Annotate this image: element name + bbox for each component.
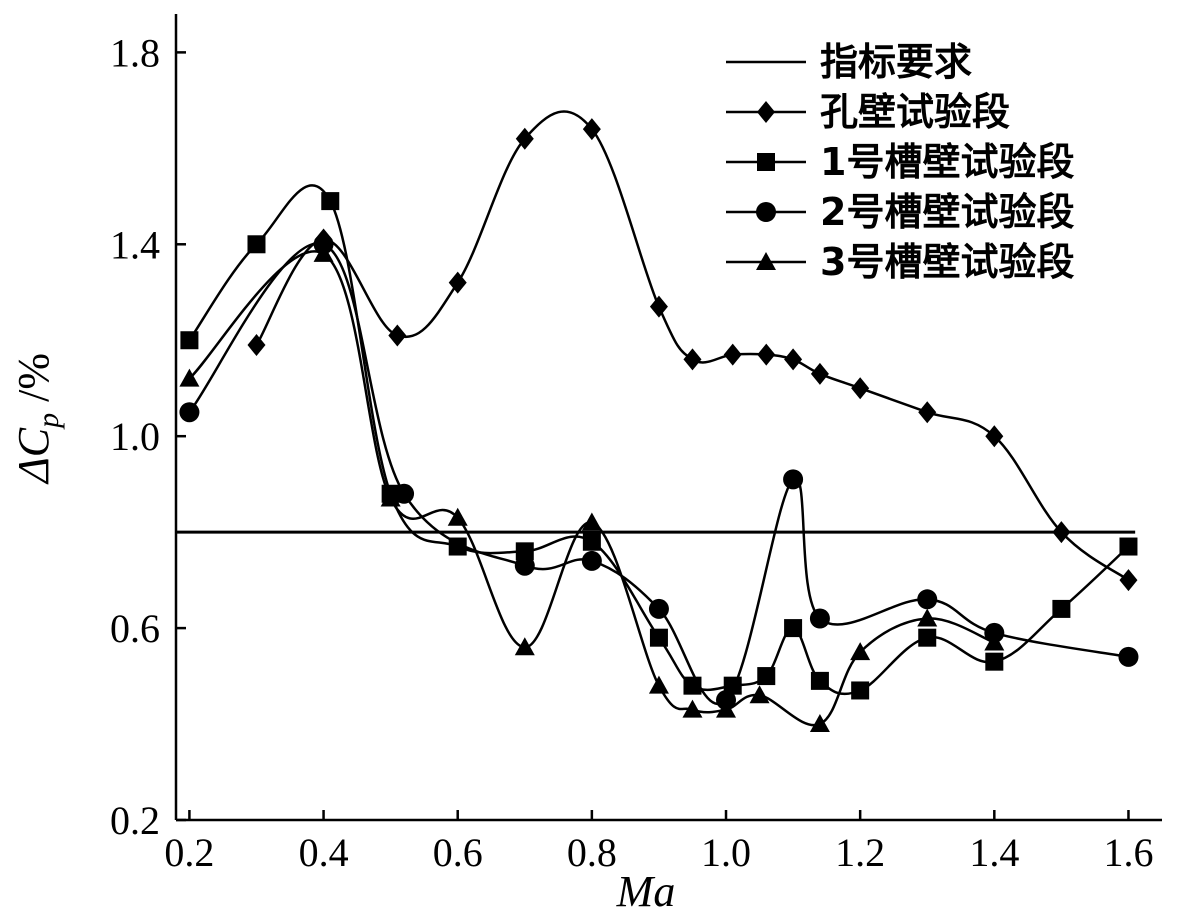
- data-point-diamond: [247, 334, 266, 357]
- x-axis-title: Ma: [616, 867, 676, 916]
- data-point-square: [784, 619, 803, 638]
- data-point-triangle: [514, 637, 535, 656]
- data-point-square: [851, 681, 870, 700]
- y-axis-title-suffix: /%: [9, 353, 58, 413]
- axes: [174, 14, 1162, 822]
- data-point-triangle: [682, 699, 703, 718]
- data-point-diamond: [515, 127, 534, 150]
- data-point-circle: [1118, 646, 1139, 667]
- data-point-circle: [917, 589, 938, 610]
- x-tick-label: 1.4: [969, 830, 1019, 875]
- data-point-circle: [179, 402, 200, 423]
- legend-label: 2号槽壁试验段: [820, 190, 1074, 234]
- data-point-diamond: [851, 377, 870, 400]
- legend-label: 指标要求: [820, 40, 972, 84]
- x-tick-label: 0.4: [299, 830, 349, 875]
- series-group: [179, 110, 1139, 733]
- data-point-diamond: [1052, 521, 1071, 544]
- legend-item: 1号槽壁试验段: [726, 140, 1074, 184]
- data-point-square: [649, 628, 668, 647]
- data-point-diamond: [1119, 569, 1138, 592]
- data-point-triangle: [850, 642, 871, 661]
- y-tick-label: 1.4: [110, 222, 160, 267]
- data-point-square: [810, 671, 829, 690]
- data-point-triangle: [809, 714, 830, 733]
- y-tick-label: 1.8: [110, 30, 160, 75]
- data-point-square: [918, 628, 937, 647]
- data-point-square: [247, 235, 266, 254]
- data-point-square: [985, 652, 1004, 671]
- legend-item: 2号槽壁试验段: [726, 190, 1074, 234]
- data-point-circle: [809, 608, 830, 629]
- data-point-triangle: [447, 507, 468, 526]
- data-point-square: [321, 192, 340, 211]
- legend-marker-diamond: [757, 101, 775, 123]
- data-point-diamond: [388, 324, 407, 347]
- data-point-triangle: [581, 512, 602, 531]
- data-point-diamond: [810, 362, 829, 385]
- y-axis-title-subscript: p: [32, 413, 65, 430]
- legend-item: 3号槽壁试验段: [726, 240, 1074, 284]
- data-point-square: [180, 331, 199, 350]
- legend-marker-square: [757, 153, 775, 171]
- data-point-circle: [394, 483, 415, 504]
- y-axis-title-prefix: ΔC: [9, 427, 58, 485]
- data-point-diamond: [918, 401, 937, 424]
- y-axis-title: ΔCp /%: [9, 353, 65, 485]
- legend-item: 指标要求: [726, 40, 972, 84]
- data-point-diamond: [757, 343, 776, 366]
- data-point-diamond: [448, 271, 467, 294]
- x-tick-label: 1.6: [1103, 830, 1153, 875]
- legend-marker-circle: [756, 202, 776, 222]
- y-tick-label: 1.0: [110, 414, 160, 459]
- x-tick-label: 1.0: [701, 830, 751, 875]
- data-point-triangle: [716, 699, 737, 718]
- x-tick-label: 0.8: [567, 830, 617, 875]
- data-point-triangle: [380, 488, 401, 507]
- data-point-diamond: [582, 118, 601, 141]
- data-point-square: [1052, 599, 1071, 618]
- data-point-triangle: [179, 368, 200, 387]
- data-point-diamond: [784, 348, 803, 371]
- legend-item: 孔壁试验段: [726, 90, 1010, 134]
- data-point-triangle: [648, 675, 669, 694]
- legend-label: 1号槽壁试验段: [820, 140, 1074, 184]
- legend-label: 3号槽壁试验段: [820, 240, 1074, 284]
- series-diamond: [247, 110, 1138, 592]
- data-point-triangle: [749, 685, 770, 704]
- legend-marker-triangle: [756, 252, 776, 270]
- data-point-square: [582, 532, 601, 551]
- data-point-diamond: [985, 425, 1004, 448]
- data-point-circle: [514, 555, 535, 576]
- data-point-square: [1119, 537, 1138, 556]
- y-tick-label: 0.2: [110, 798, 160, 843]
- data-point-triangle: [313, 243, 334, 262]
- x-tick-label: 0.2: [164, 830, 214, 875]
- data-point-diamond: [649, 295, 668, 318]
- data-point-circle: [581, 550, 602, 571]
- data-point-triangle: [917, 608, 938, 627]
- x-tick-label: 1.2: [835, 830, 885, 875]
- series-triangle: [179, 243, 1005, 733]
- data-point-square: [757, 667, 776, 686]
- data-point-circle: [648, 598, 669, 619]
- data-point-triangle: [984, 632, 1005, 651]
- series-line-triangle: [188, 250, 995, 727]
- data-point-diamond: [683, 348, 702, 371]
- y-tick-label: 0.6: [110, 606, 160, 651]
- data-point-square: [515, 542, 534, 561]
- data-point-diamond: [723, 343, 742, 366]
- x-tick-label: 0.6: [433, 830, 483, 875]
- data-point-circle: [783, 469, 804, 490]
- legend-label: 孔壁试验段: [820, 90, 1010, 134]
- ticks: 0.2 0.4 0.6 0.8 1.0 1.2 1.4 1.6 0.2 0.6 1.0 1.4 1.8: [110, 30, 1153, 875]
